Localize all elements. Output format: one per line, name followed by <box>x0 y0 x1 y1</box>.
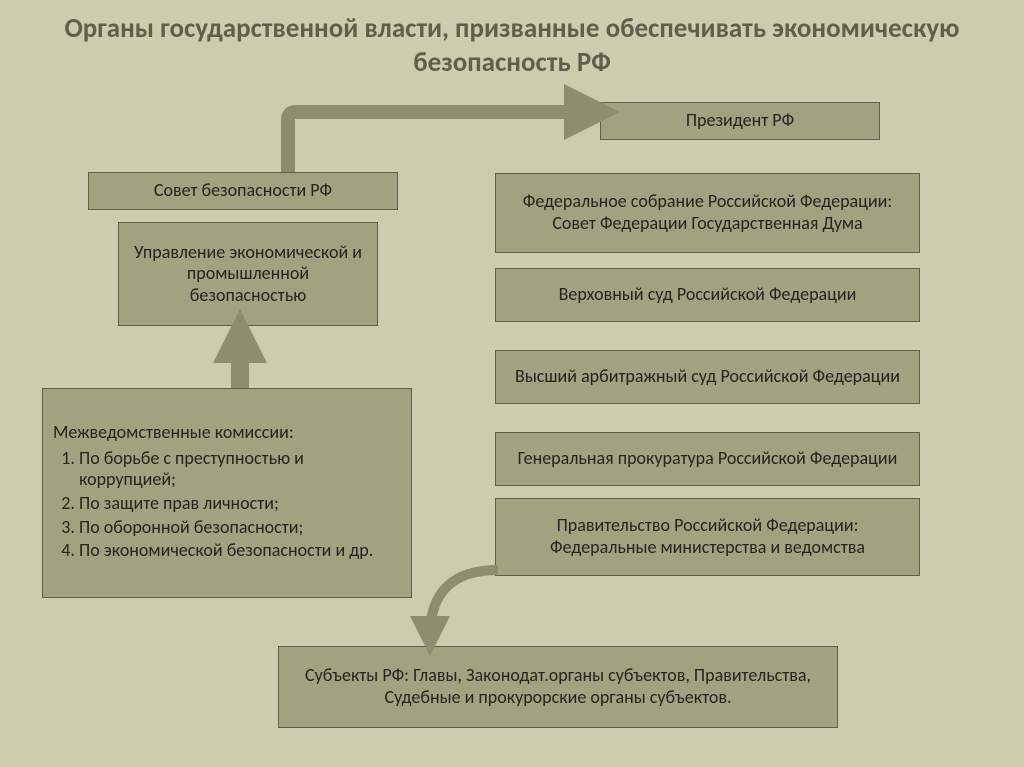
arrow-path-3 <box>430 570 498 636</box>
arrow-security-to-president <box>0 0 1024 767</box>
arrow-path-1 <box>288 112 592 172</box>
